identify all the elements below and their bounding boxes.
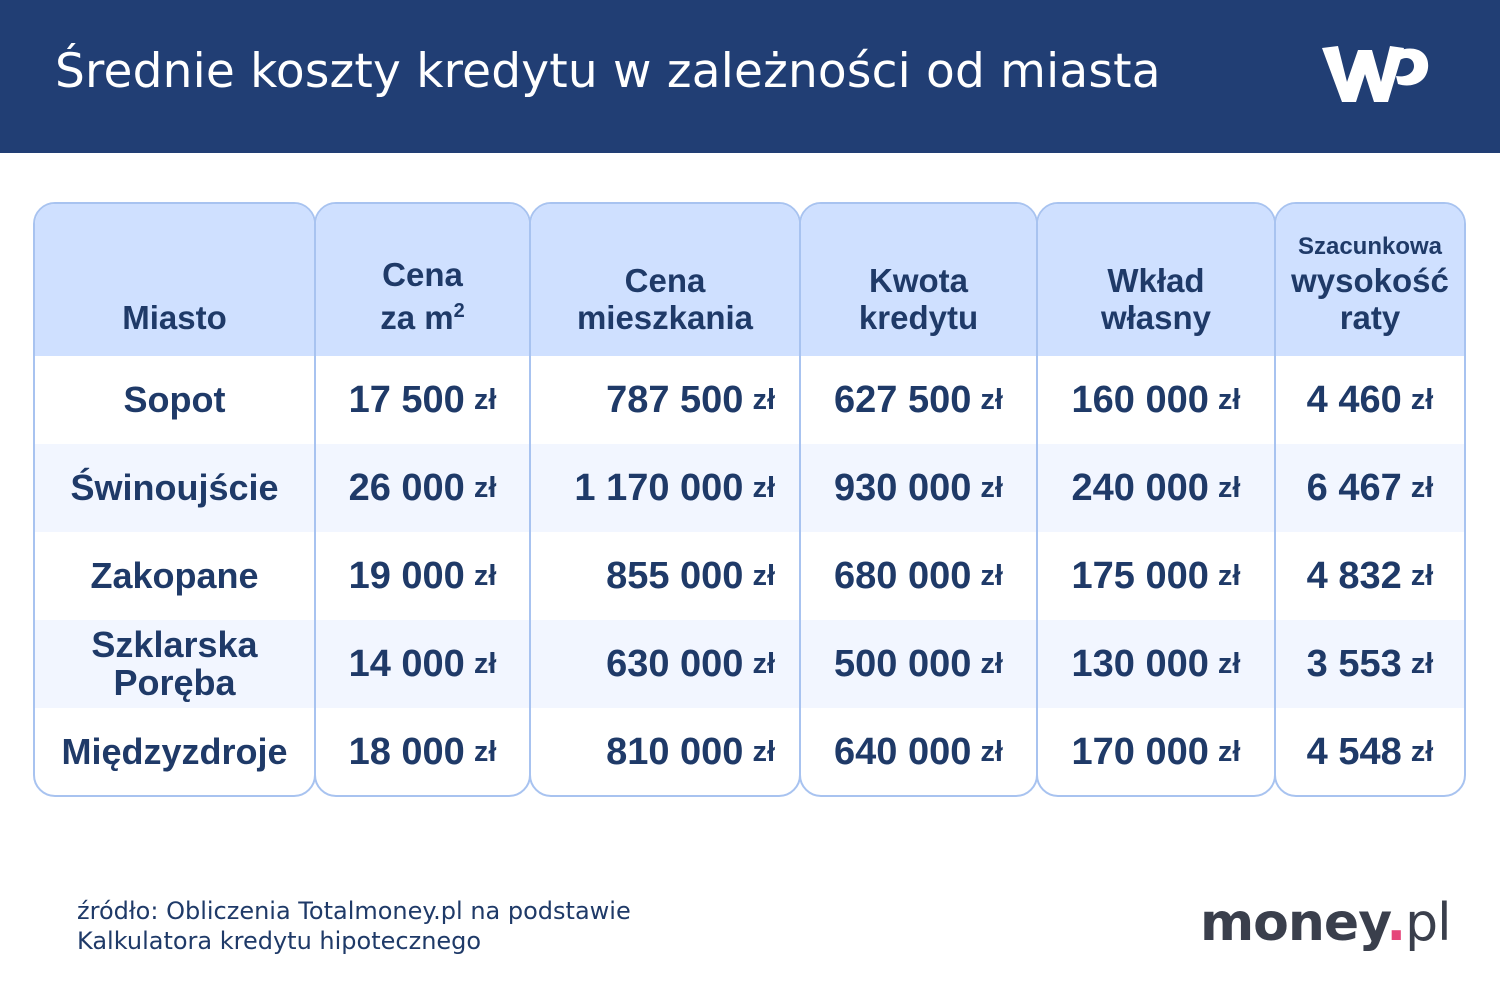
city-cell: Międzyzdroje [61, 731, 288, 772]
column-header-label-2: kredytu [858, 299, 979, 336]
value-cell: 6 467 zł [1276, 444, 1464, 532]
column-header: Cena za m2 [316, 204, 529, 356]
wp-logo [1322, 46, 1429, 102]
value-cell: 17 500 zł [348, 378, 497, 421]
column-header-label: Cena [624, 262, 706, 299]
value-cell: 4 832 zł [1306, 554, 1434, 597]
value-cell: 855 000 zł [606, 554, 775, 597]
value-cell: 787 500 zł [606, 378, 775, 421]
money-pl-logo: money.pl [1200, 893, 1452, 953]
value-cell: 240 000 zł [1038, 444, 1274, 532]
column-header: Cena mieszkania [531, 204, 799, 356]
column-header-label: wysokość [1291, 262, 1449, 299]
column-header-label-small: Szacunkowa [1297, 233, 1443, 260]
column-header-label-2: raty [1339, 299, 1401, 336]
value-cell: 4 548 zł [1306, 730, 1434, 773]
source-line-2: Kalkulatora kredytu hipotecznego [77, 927, 482, 955]
cost-table: Miasto Sopot Świnoujście Zakopane Szklar… [33, 202, 1466, 799]
value-cell: 1 170 000 zł [531, 444, 799, 532]
value-cell: 18 000 zł [348, 730, 497, 773]
column-down-payment: Wkład własny 160 000 zł 240 000 zł 175 000… [1036, 202, 1276, 797]
column-header-label-2: własny [1100, 299, 1212, 336]
source-line-1: źródło: Obliczenia Totalmoney.pl na pods… [77, 897, 631, 925]
column-estimated-installment: Szacunkowa wysokość raty 4 460 zł 6 467 zł… [1274, 202, 1466, 797]
value-cell: 170 000 zł [1071, 730, 1241, 773]
city-cell: Szklarska Poręba [35, 620, 314, 708]
value-cell: 3 553 zł [1276, 620, 1464, 708]
value-cell: 930 000 zł [801, 444, 1036, 532]
value-cell: 19 000 zł [348, 554, 497, 597]
value-cell: 26 000 zł [316, 444, 529, 532]
header-banner: Średnie koszty kredytu w zależności od m… [0, 0, 1500, 153]
column-header: Miasto [35, 204, 314, 356]
column-price-per-m2: Cena za m2 17 500 zł 26 000 zł 19 000 zł 14… [314, 202, 531, 797]
value-cell: 810 000 zł [606, 730, 775, 773]
brand-main: money [1200, 893, 1387, 953]
page-title: Średnie koszty kredytu w zależności od m… [55, 44, 1161, 99]
column-header-label: Miasto [122, 299, 227, 336]
value-cell: 630 000 zł [531, 620, 799, 708]
column-header-label: Kwota [869, 262, 968, 299]
value-cell: 627 500 zł [834, 378, 1003, 421]
value-cell: 4 460 zł [1306, 378, 1434, 421]
value-cell: 680 000 zł [834, 554, 1003, 597]
column-loan-amount: Kwota kredytu 627 500 zł 930 000 zł 680 00… [799, 202, 1038, 797]
superscript: 2 [453, 300, 465, 322]
column-apartment-price: Cena mieszkania 787 500 zł 1 170 000 zł 85… [529, 202, 801, 797]
value-cell: 500 000 zł [801, 620, 1036, 708]
column-header: Wkład własny [1038, 204, 1274, 356]
column-city: Miasto Sopot Świnoujście Zakopane Szklar… [33, 202, 316, 797]
value-cell: 14 000 zł [316, 620, 529, 708]
column-header-label-2: za m2 [380, 299, 465, 336]
city-cell: Zakopane [90, 555, 259, 596]
column-header-label: Wkład [1107, 262, 1205, 299]
column-header: Kwota kredytu [801, 204, 1036, 356]
value-cell: 175 000 zł [1071, 554, 1241, 597]
column-header: Szacunkowa wysokość raty [1276, 204, 1464, 356]
value-cell: 160 000 zł [1071, 378, 1241, 421]
brand-tld: pl [1405, 893, 1451, 953]
city-cell: Świnoujście [35, 444, 314, 532]
column-header-label-2: mieszkania [576, 299, 754, 336]
brand-dot: . [1386, 893, 1406, 953]
value-cell: 640 000 zł [834, 730, 1003, 773]
column-header-label: Cena [382, 256, 463, 293]
source-note: źródło: Obliczenia Totalmoney.pl na pods… [77, 896, 631, 956]
city-cell: Sopot [123, 379, 226, 420]
value-cell: 130 000 zł [1038, 620, 1274, 708]
